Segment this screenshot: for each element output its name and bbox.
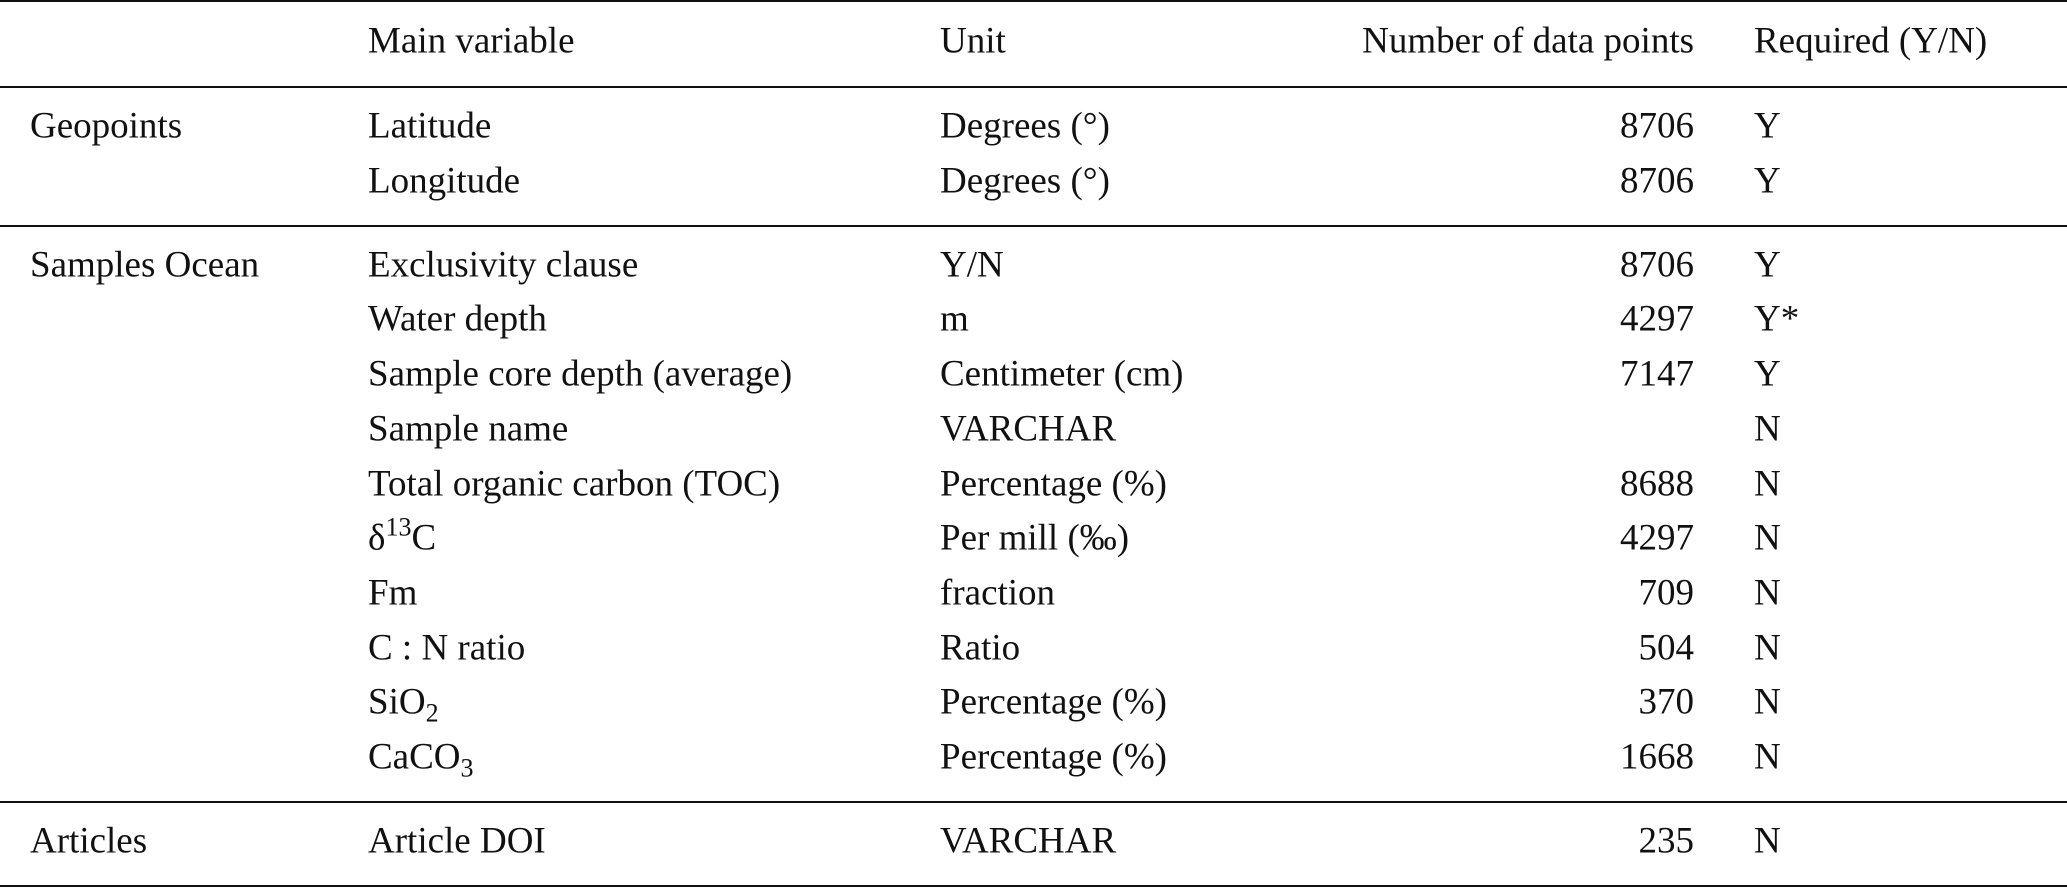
table-cell: CaCO3 [368,736,474,782]
table-cell: VARCHAR [940,820,1117,862]
table-cell: N [1754,408,1781,450]
rule [0,0,2067,2]
group-name: Samples Ocean [30,244,260,286]
table-cell: SiO2 [368,681,439,727]
text-segment: CaCO [368,736,461,778]
table-cell: Longitude [368,160,521,202]
table-cell: 7147 [1620,353,1694,395]
table-cell: Total organic carbon (TOC) [368,463,781,504]
table-cell: Degrees (°) [940,160,1110,202]
header-cell: Unit [940,20,1006,62]
table-cell: Y [1754,353,1781,395]
table-cell: N [1754,463,1781,504]
rule [0,86,2067,88]
table-cell: 8706 [1620,244,1694,286]
table-cell: Exclusivity clause [368,244,639,286]
header-cell: Required (Y/N) [1754,20,1988,62]
table-cell: 504 [1638,627,1695,669]
table-cell: m [940,298,969,340]
header-cell: Main variable [368,20,575,62]
table-cell: Article DOI [368,820,546,862]
table-cell: Centimeter (cm) [940,353,1184,395]
table-cell: 4297 [1620,298,1694,340]
text-segment: 3 [460,753,474,783]
table-cell: 8688 [1620,463,1694,504]
table-cell: 8706 [1620,160,1694,202]
text-segment: SiO [368,681,426,723]
table-cell: N [1754,517,1781,559]
table-cell: Ratio [940,627,1021,669]
table-cell: 8706 [1620,105,1694,147]
table-cell: Sample name [368,408,569,450]
header-cell: Number of data points [1362,20,1694,62]
rule [0,885,2067,887]
table-cell: Y [1754,105,1781,147]
table-cell: N [1754,681,1781,723]
table-cell: N [1754,627,1781,669]
table-cell: Y [1754,160,1781,202]
table-cell: Percentage (%) [940,681,1168,723]
text-segment: 2 [425,698,439,728]
table-cell: Y [1754,244,1781,286]
table-cell: δ13C [368,514,437,559]
table-cell: N [1754,736,1781,778]
table-cell: Latitude [368,105,492,147]
table-cell: 4297 [1620,517,1694,559]
table-cell: 235 [1638,820,1695,862]
table-cell: Y* [1754,298,1800,340]
table-cell: Y/N [940,244,1004,286]
rule [0,224,2067,227]
table-cell: fraction [940,572,1056,614]
table-cell: Sample core depth (average) [368,353,793,395]
text-segment: C [411,517,437,559]
table-cell: Water depth [368,298,547,340]
group-name: Articles [30,820,148,862]
table-cell: Per mill (‰) [940,517,1130,559]
table-cell: 1668 [1620,736,1694,778]
group-name: Geopoints [30,105,183,147]
rule [0,801,2067,803]
table-cell: C : N ratio [368,627,526,669]
table-cell: 370 [1638,681,1695,723]
table-cell: VARCHAR [940,408,1117,450]
text-segment: 13 [385,512,412,542]
table-cell: 709 [1638,572,1695,614]
table-cell: Percentage (%) [940,736,1168,778]
table-cell: Percentage (%) [940,463,1168,504]
table-cell: Fm [368,572,418,614]
table-cell: N [1754,820,1781,862]
table-cell: Degrees (°) [940,105,1110,147]
text-segment: δ [368,517,386,559]
table-cell: N [1754,572,1781,614]
